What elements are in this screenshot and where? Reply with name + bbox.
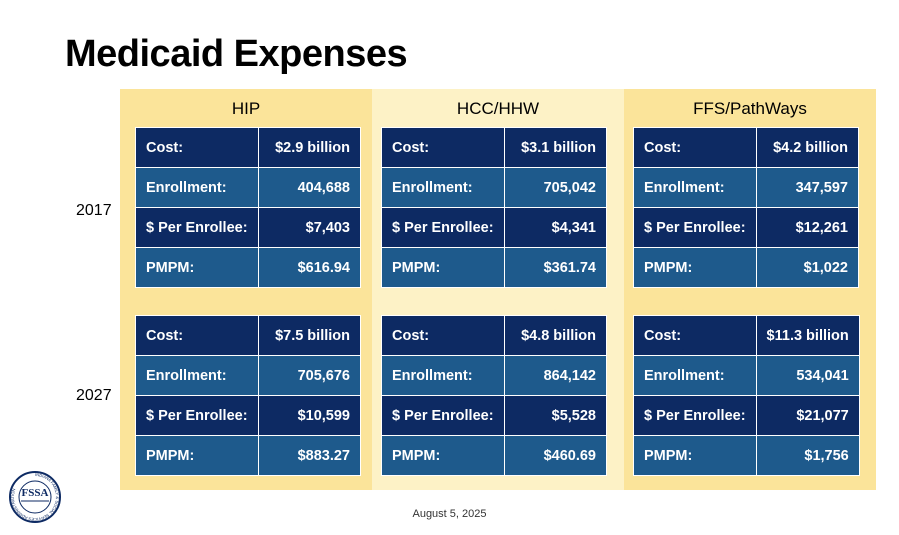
value-enrollment: 705,042 — [503, 167, 608, 208]
row-label-enrollment: Enrollment: — [381, 355, 505, 396]
value-pmpm: $361.74 — [503, 247, 608, 288]
row-label-pmpm: PMPM: — [633, 247, 757, 288]
table-row: $ Per Enrollee: $4,341 — [381, 207, 608, 248]
value-pmpm: $1,022 — [755, 247, 860, 288]
value-pmpm: $616.94 — [257, 247, 362, 288]
table-row: PMPM: $460.69 — [381, 435, 608, 476]
table-row: Enrollment: 534,041 — [633, 355, 860, 396]
table-row: Cost: $4.2 billion — [633, 127, 860, 168]
footer-date: August 5, 2025 — [412, 508, 487, 520]
row-label-enrollment: Enrollment: — [135, 167, 259, 208]
row-label-enrollment: Enrollment: — [633, 355, 757, 396]
table-2027-hcc: Cost: $4.8 billion Enrollment: 864,142 $ P… — [381, 315, 608, 476]
table-row: Enrollment: 347,597 — [633, 167, 860, 208]
row-label-cost: Cost: — [135, 127, 259, 168]
value-enrollment: 534,041 — [755, 355, 860, 396]
logo-letters: FSSA — [22, 487, 49, 499]
table-row: $ Per Enrollee: $21,077 — [633, 395, 860, 436]
year-label-2027: 2027 — [76, 387, 112, 404]
value-per-enrollee: $10,599 — [257, 395, 362, 436]
value-cost: $11.3 billion — [755, 315, 860, 356]
row-label-pmpm: PMPM: — [633, 435, 757, 476]
table-row: PMPM: $361.74 — [381, 247, 608, 288]
value-per-enrollee: $7,403 — [257, 207, 362, 248]
row-label-enrollment: Enrollment: — [633, 167, 757, 208]
table-row: PMPM: $616.94 — [135, 247, 362, 288]
value-per-enrollee: $5,528 — [503, 395, 608, 436]
table-row: $ Per Enrollee: $10,599 — [135, 395, 362, 436]
table-row: Enrollment: 705,042 — [381, 167, 608, 208]
value-cost: $2.9 billion — [257, 127, 362, 168]
row-label-per-enrollee: $ Per Enrollee: — [135, 207, 259, 248]
value-enrollment: 864,142 — [503, 355, 608, 396]
value-cost: $4.2 billion — [755, 127, 860, 168]
table-row: PMPM: $883.27 — [135, 435, 362, 476]
value-pmpm: $883.27 — [257, 435, 362, 476]
value-per-enrollee: $4,341 — [503, 207, 608, 248]
value-enrollment: 347,597 — [755, 167, 860, 208]
table-row: PMPM: $1,756 — [633, 435, 860, 476]
row-label-per-enrollee: $ Per Enrollee: — [381, 395, 505, 436]
table-row: Cost: $2.9 billion — [135, 127, 362, 168]
row-label-cost: Cost: — [381, 315, 505, 356]
fssa-seal-icon: FSSA INDIANA FAMILY & SOCIAL SERVICES AD… — [9, 471, 61, 523]
table-2017-ffs: Cost: $4.2 billion Enrollment: 347,597 $ P… — [633, 127, 860, 288]
row-label-cost: Cost: — [633, 315, 757, 356]
row-label-cost: Cost: — [633, 127, 757, 168]
row-label-per-enrollee: $ Per Enrollee: — [633, 207, 757, 248]
row-label-cost: Cost: — [381, 127, 505, 168]
table-row: $ Per Enrollee: $5,528 — [381, 395, 608, 436]
table-2027-hip: Cost: $7.5 billion Enrollment: 705,676 $ P… — [135, 315, 362, 476]
value-cost: $3.1 billion — [503, 127, 608, 168]
table-row: Enrollment: 864,142 — [381, 355, 608, 396]
table-row: $ Per Enrollee: $7,403 — [135, 207, 362, 248]
value-per-enrollee: $12,261 — [755, 207, 860, 248]
table-row: Enrollment: 705,676 — [135, 355, 362, 396]
table-row: Cost: $7.5 billion — [135, 315, 362, 356]
row-label-pmpm: PMPM: — [381, 435, 505, 476]
column-header-hcc: HCC/HHW — [456, 99, 540, 118]
value-pmpm: $460.69 — [503, 435, 608, 476]
value-enrollment: 705,676 — [257, 355, 362, 396]
table-2027-ffs: Cost: $11.3 billion Enrollment: 534,041 $ … — [633, 315, 860, 476]
table-row: Enrollment: 404,688 — [135, 167, 362, 208]
table-row: Cost: $3.1 billion — [381, 127, 608, 168]
table-row: $ Per Enrollee: $12,261 — [633, 207, 860, 248]
value-enrollment: 404,688 — [257, 167, 362, 208]
table-row: Cost: $4.8 billion — [381, 315, 608, 356]
value-cost: $4.8 billion — [503, 315, 608, 356]
year-label-2017: 2017 — [76, 202, 112, 219]
row-label-enrollment: Enrollment: — [381, 167, 505, 208]
value-pmpm: $1,756 — [755, 435, 860, 476]
row-label-per-enrollee: $ Per Enrollee: — [135, 395, 259, 436]
table-2017-hcc: Cost: $3.1 billion Enrollment: 705,042 $ P… — [381, 127, 608, 288]
row-label-per-enrollee: $ Per Enrollee: — [633, 395, 757, 436]
row-label-per-enrollee: $ Per Enrollee: — [381, 207, 505, 248]
table-2017-hip: Cost: $2.9 billion Enrollment: 404,688 $ P… — [135, 127, 362, 288]
row-label-pmpm: PMPM: — [381, 247, 505, 288]
row-label-cost: Cost: — [135, 315, 259, 356]
value-cost: $7.5 billion — [257, 315, 362, 356]
row-label-pmpm: PMPM: — [135, 247, 259, 288]
row-label-enrollment: Enrollment: — [135, 355, 259, 396]
page-title: Medicaid Expenses — [65, 33, 408, 75]
column-header-hip: HIP — [231, 99, 261, 118]
table-row: Cost: $11.3 billion — [633, 315, 860, 356]
row-label-pmpm: PMPM: — [135, 435, 259, 476]
table-row: PMPM: $1,022 — [633, 247, 860, 288]
value-per-enrollee: $21,077 — [755, 395, 860, 436]
column-header-ffs: FFS/PathWays — [693, 99, 807, 118]
